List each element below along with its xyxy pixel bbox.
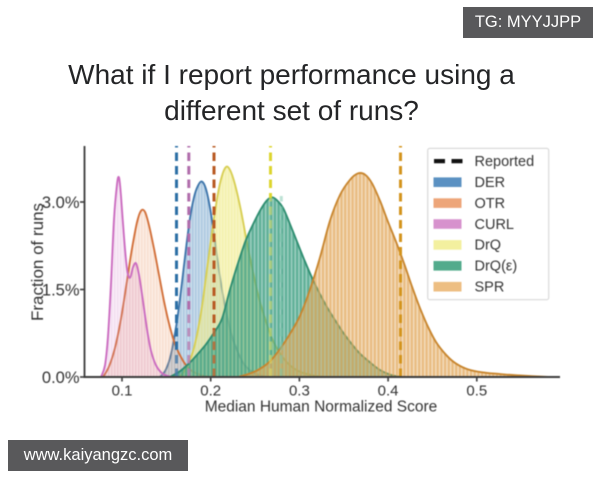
svg-text:0.3: 0.3 bbox=[289, 383, 310, 400]
svg-text:Reported: Reported bbox=[475, 154, 535, 170]
svg-text:DER: DER bbox=[475, 175, 506, 191]
svg-text:OTR: OTR bbox=[475, 196, 506, 212]
svg-text:DrQ(ε): DrQ(ε) bbox=[475, 259, 518, 275]
svg-text:DrQ: DrQ bbox=[475, 238, 502, 254]
svg-text:CURL: CURL bbox=[475, 217, 514, 233]
svg-text:1.5%: 1.5% bbox=[42, 282, 80, 300]
svg-text:0.4: 0.4 bbox=[378, 383, 399, 400]
svg-text:Fraction of runs: Fraction of runs bbox=[28, 203, 47, 321]
svg-text:0.5: 0.5 bbox=[466, 383, 487, 400]
svg-text:0.1: 0.1 bbox=[112, 383, 133, 400]
svg-text:0.0%: 0.0% bbox=[42, 369, 80, 387]
svg-text:SPR: SPR bbox=[475, 280, 505, 296]
svg-text:3.0%: 3.0% bbox=[42, 194, 80, 212]
svg-text:0.2: 0.2 bbox=[200, 383, 221, 400]
svg-text:Median Human Normalized Score: Median Human Normalized Score bbox=[205, 399, 438, 416]
